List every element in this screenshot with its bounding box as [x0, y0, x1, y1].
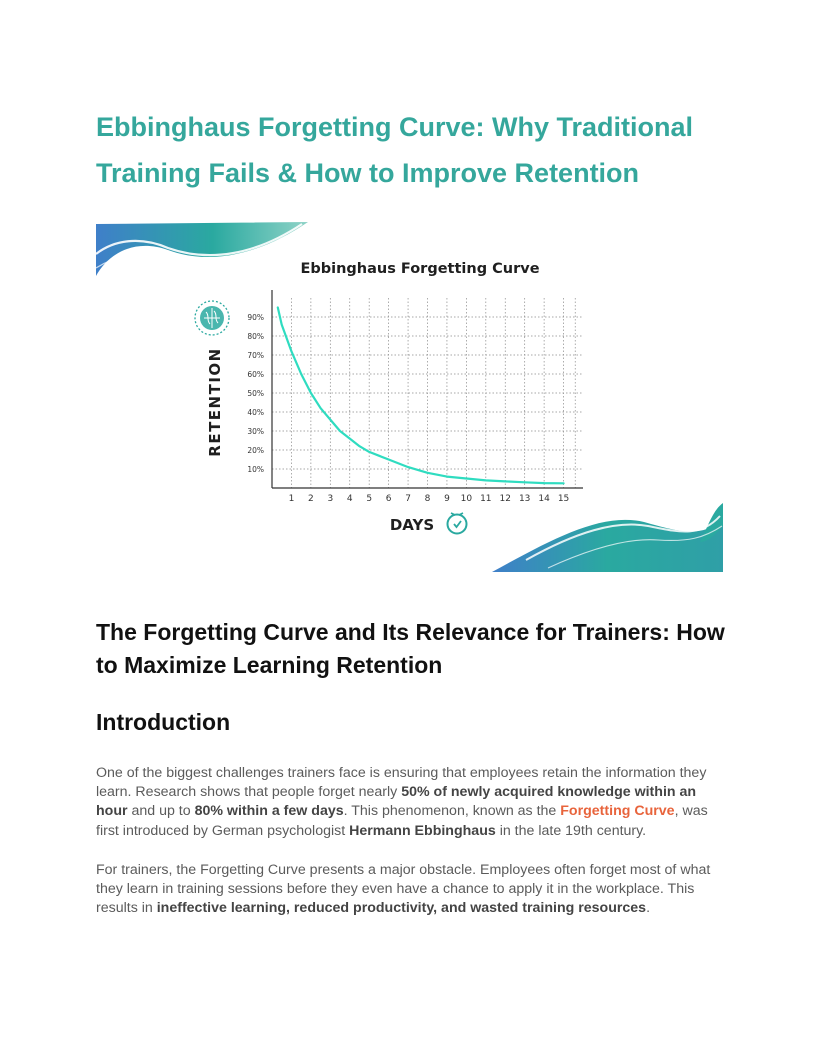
- x-tick-label: 15: [558, 494, 569, 504]
- section-heading: The Forgetting Curve and Its Relevance f…: [96, 619, 725, 678]
- x-tick-label: 5: [366, 494, 372, 504]
- x-tick-label: 7: [405, 494, 411, 504]
- text-run: , was first introduced by German psychol…: [96, 803, 708, 839]
- y-tick-label: 60%: [247, 370, 264, 379]
- x-tick-label: 6: [386, 494, 392, 504]
- x-tick-label: 10: [461, 494, 473, 504]
- text-run: .: [646, 900, 651, 917]
- text-run: One of the biggest challenges trainers f…: [96, 765, 707, 801]
- x-tick-label: 13: [519, 494, 530, 504]
- chart-title: Ebbinghaus Forgetting Curve: [300, 261, 539, 277]
- brain-icon: [194, 300, 230, 336]
- text-run: and up to: [127, 803, 195, 820]
- forgetting-curve-figure: Ebbinghaus Forgetting Curve RETENTION 10…: [96, 220, 723, 574]
- y-tick-label: 20%: [247, 446, 264, 455]
- intro-paragraph-1: One of the biggest challenges trainers f…: [96, 764, 721, 841]
- top-left-swoosh: [96, 222, 308, 276]
- x-tick-label: 9: [444, 494, 450, 504]
- text-run: in the late 19th century.: [495, 822, 647, 839]
- y-tick-label: 10%: [247, 465, 264, 474]
- introduction-heading: Introduction: [96, 709, 231, 735]
- x-tick-label: 4: [347, 494, 353, 504]
- y-tick-label: 80%: [247, 332, 264, 341]
- page-title: Ebbinghaus Forgetting Curve: Why Traditi…: [96, 112, 694, 188]
- x-tick-label: 14: [538, 494, 550, 504]
- y-tick-label: 50%: [247, 389, 264, 398]
- retention-curve-line: [276, 306, 565, 485]
- x-tick-label: 3: [327, 494, 333, 504]
- bold-run: Hermann Ebbinghaus: [349, 822, 496, 839]
- x-tick-label: 1: [289, 494, 295, 504]
- y-tick-label: 30%: [247, 427, 264, 436]
- forgetting-curve-highlight: Forgetting Curve: [560, 803, 675, 820]
- bottom-right-swoosh: [492, 503, 723, 572]
- x-tick-label: 11: [480, 494, 491, 504]
- y-tick-label: 40%: [247, 408, 264, 417]
- bold-run: 50% of newly acquired knowledge within a…: [96, 784, 697, 820]
- text-run: . This phenomenon, known as the: [343, 803, 561, 820]
- clock-icon: [446, 512, 468, 535]
- x-axis-label: DAYS: [390, 516, 434, 534]
- y-tick-label: 70%: [247, 351, 264, 360]
- y-tick-label: 90%: [247, 313, 264, 322]
- x-tick-label: 8: [425, 494, 431, 504]
- x-tick-label: 2: [308, 494, 314, 504]
- intro-paragraph-2: For trainers, the Forgetting Curve prese…: [96, 861, 721, 919]
- y-axis-label: RETENTION: [206, 347, 224, 456]
- bold-run: 80% within a few days: [194, 803, 344, 820]
- forgetting-curve-chart: Ebbinghaus Forgetting Curve RETENTION 10…: [96, 222, 723, 572]
- x-tick-label: 12: [500, 494, 511, 504]
- text-run: For trainers, the Forgetting Curve prese…: [96, 862, 711, 917]
- bold-run: ineffective learning, reduced productivi…: [156, 900, 647, 917]
